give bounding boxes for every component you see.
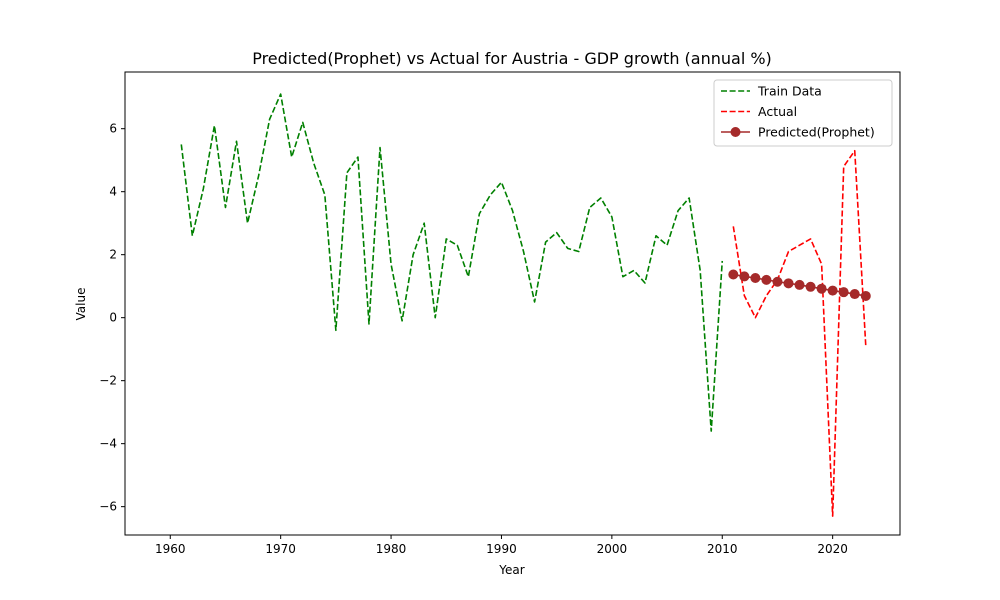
legend-label-train-data: Train Data	[757, 84, 822, 99]
data-point-predicted-prophet	[860, 290, 871, 301]
x-tick-label: 1980	[376, 542, 407, 556]
data-point-predicted-prophet	[728, 269, 739, 280]
legend-label-actual: Actual	[758, 104, 797, 119]
data-point-predicted-prophet	[849, 289, 860, 300]
x-tick-label: 2020	[817, 542, 848, 556]
x-tick-label: 1990	[486, 542, 517, 556]
plot-frame	[124, 71, 901, 536]
x-tick-label: 2000	[597, 542, 628, 556]
series-line-actual	[732, 149, 867, 517]
y-tick-label: −4	[99, 437, 117, 451]
data-point-predicted-prophet	[794, 279, 805, 290]
data-point-predicted-prophet	[772, 276, 783, 287]
data-point-predicted-prophet	[816, 283, 827, 294]
x-tick-label: 2010	[707, 542, 738, 556]
chart-title: Predicted(Prophet) vs Actual for Austria…	[252, 49, 772, 68]
data-point-predicted-prophet	[805, 281, 816, 292]
axes-layer: 1960 1970 1980 1990 2000 2010 2020 −6 −4 −2 0 2 4 6	[99, 71, 901, 556]
data-point-predicted-prophet	[739, 271, 750, 282]
series-line-train-data	[180, 93, 724, 432]
y-tick-label: 6	[109, 122, 117, 136]
legend: Train Data Actual Predicted(Prophet)	[713, 79, 893, 147]
data-point-predicted-prophet	[750, 272, 761, 283]
legend-marker-predicted-prophet	[730, 127, 741, 137]
legend-label-predicted-prophet: Predicted(Prophet)	[758, 125, 875, 140]
data-point-predicted-prophet	[838, 287, 849, 298]
y-tick-label: 2	[109, 248, 117, 262]
y-axis-label: Value	[74, 288, 88, 321]
series-layer	[180, 93, 871, 517]
x-tick-label: 1960	[155, 542, 186, 556]
x-axis-label: Year	[498, 563, 524, 577]
data-point-predicted-prophet	[827, 285, 838, 296]
legend-box	[713, 79, 893, 147]
data-point-predicted-prophet	[783, 278, 794, 289]
y-tick-label: −6	[99, 500, 117, 514]
y-tick-label: −2	[99, 374, 117, 388]
data-point-predicted-prophet	[761, 274, 772, 285]
y-tick-label: 4	[109, 185, 117, 199]
x-tick-label: 1970	[265, 542, 296, 556]
y-tick-label: 0	[109, 311, 117, 325]
